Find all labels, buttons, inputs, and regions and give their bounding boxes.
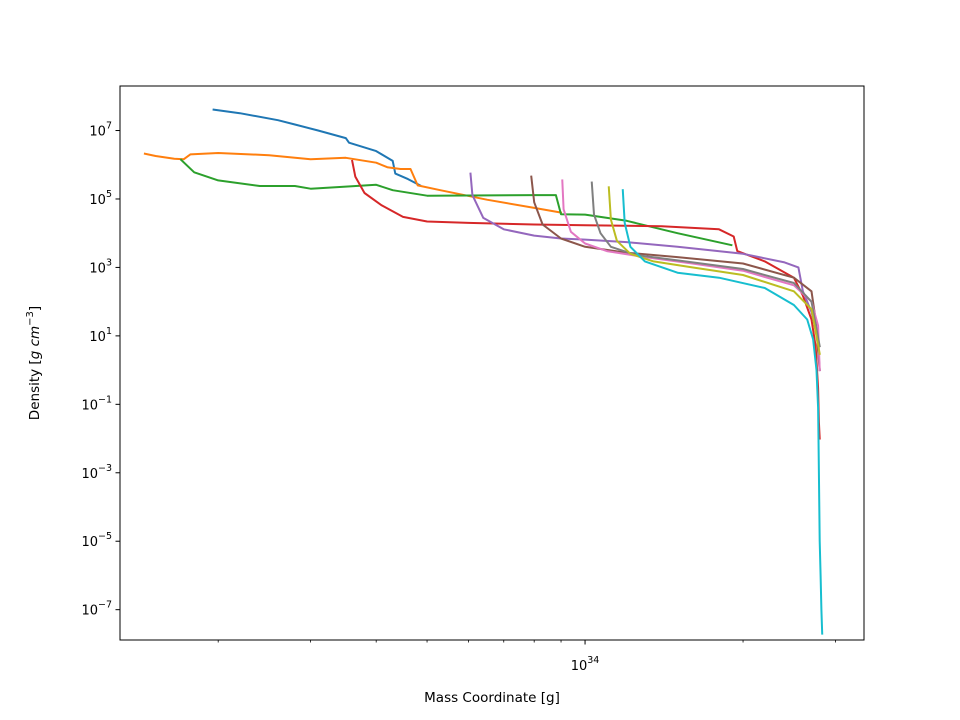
- y-tick-label: 107: [89, 121, 112, 140]
- y-tick-label: 10−7: [81, 600, 112, 619]
- y-tick-label: 101: [89, 326, 112, 345]
- ticks-layer: 107 105 103 101 10−1 10−3 10−5 10−7 1034: [81, 121, 836, 674]
- series-line-5: [469, 172, 821, 372]
- x-axis-label: Mass Coordinate [g]: [424, 690, 560, 706]
- series-line-2: [143, 152, 563, 214]
- series-line-8: [590, 181, 821, 348]
- series-line-10: [621, 189, 824, 635]
- plot-frame: [119, 85, 865, 641]
- y-tick-label: 10−5: [81, 531, 112, 550]
- y-tick-label: 10−1: [81, 394, 112, 413]
- series-line-3: [179, 158, 733, 247]
- series-line-6: [530, 175, 821, 372]
- y-tick-label: 105: [89, 189, 112, 208]
- y-tick-label: 10−3: [81, 463, 112, 482]
- y-tick-label: 103: [89, 257, 112, 276]
- series-line-9: [607, 186, 821, 355]
- x-tick-label: 1034: [571, 655, 600, 674]
- series-line-4: [351, 159, 821, 440]
- series-line-1: [212, 108, 422, 187]
- series-layer: [143, 108, 824, 635]
- y-axis-label: Density [g cm−3]: [25, 306, 43, 420]
